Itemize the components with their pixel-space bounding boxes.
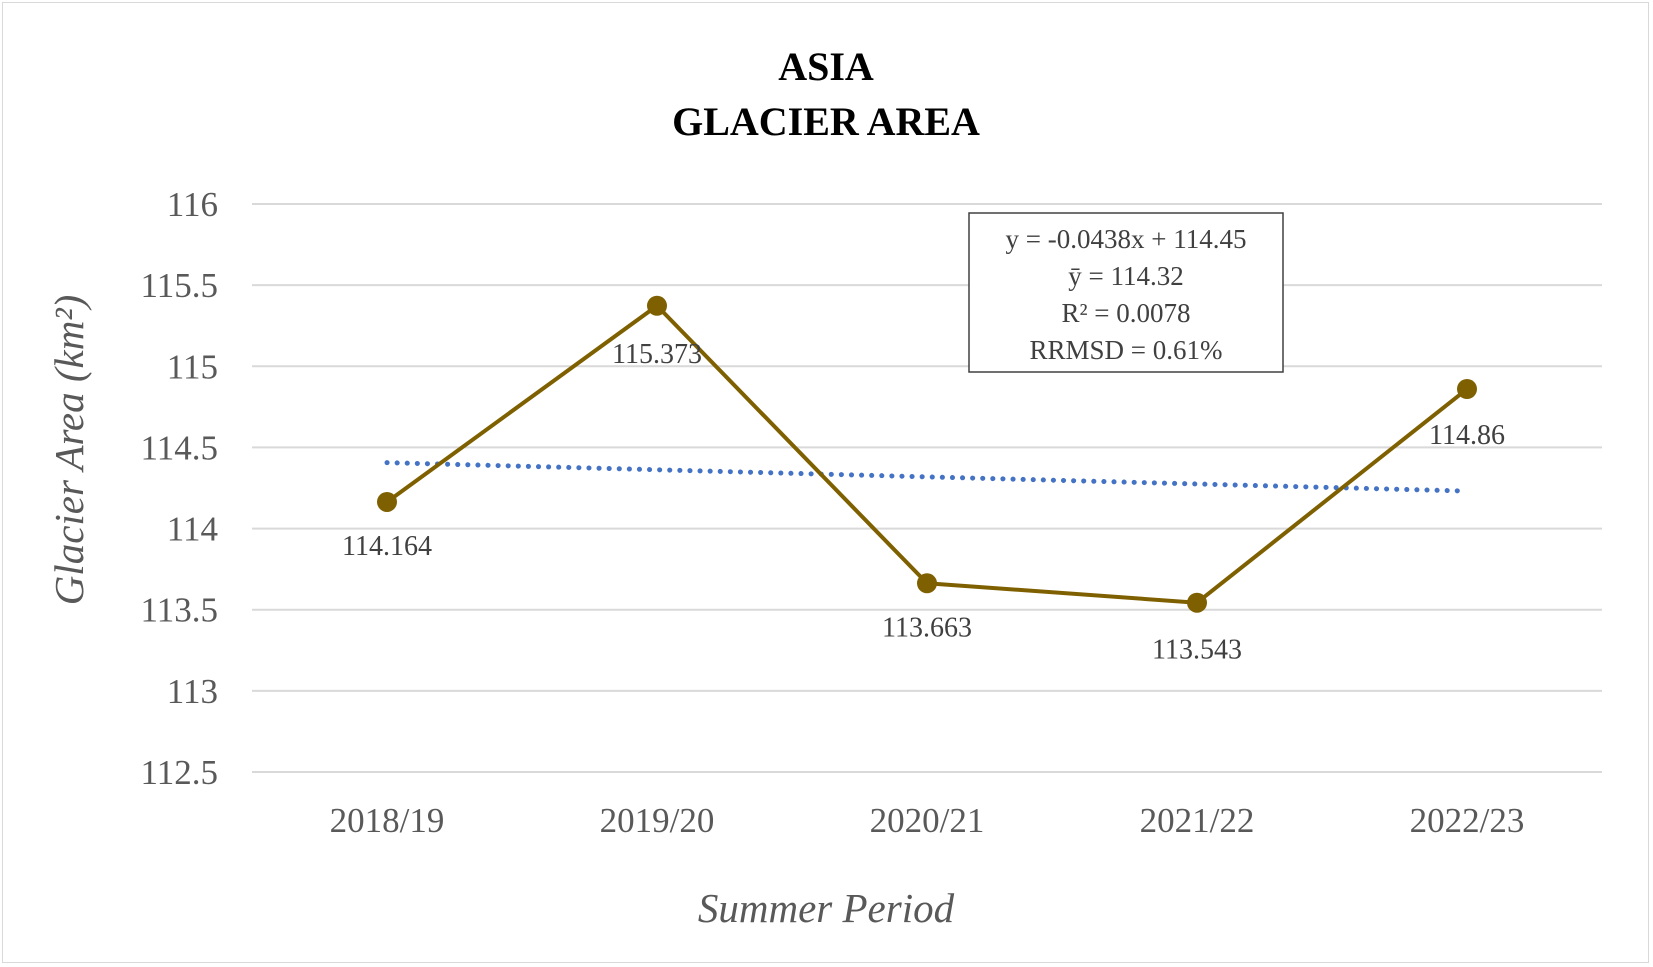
data-label-3: 113.543 bbox=[1152, 635, 1242, 666]
series-group bbox=[377, 295, 1477, 613]
data-point-4 bbox=[1457, 379, 1477, 400]
y-tick-label-1: 113 bbox=[167, 672, 218, 711]
x-tick-label-4: 2022/23 bbox=[1410, 801, 1525, 840]
data-point-1 bbox=[647, 295, 667, 316]
stats-box: y = -0.0438x + 114.45 ȳ = 114.32 R² = 0.… bbox=[968, 212, 1284, 373]
data-label-2: 113.663 bbox=[882, 612, 972, 643]
stats-equation: y = -0.0438x + 114.45 bbox=[1006, 224, 1247, 254]
x-tick-label-0: 2018/19 bbox=[330, 801, 445, 840]
x-tick-label-1: 2019/20 bbox=[600, 801, 715, 840]
x-axis-title: Summer Period bbox=[698, 885, 955, 931]
chart-title: ASIA GLACIER AREA bbox=[672, 44, 980, 144]
trendline-group bbox=[384, 460, 1470, 494]
stats-r-squared: R² = 0.0078 bbox=[1061, 298, 1190, 328]
data-point-2 bbox=[917, 573, 937, 594]
stats-mean: ȳ = 114.32 bbox=[1068, 261, 1183, 291]
y-tick-label-7: 116 bbox=[167, 185, 218, 224]
series-line-0 bbox=[385, 303, 1469, 605]
x-axis-ticks: 2018/19 2019/20 2020/21 2021/22 2022/23 bbox=[330, 801, 1525, 840]
data-label-1: 115.373 bbox=[612, 339, 702, 370]
stats-box-border bbox=[968, 212, 1284, 373]
y-tick-label-2: 113.5 bbox=[141, 591, 218, 630]
y-tick-label-0: 112.5 bbox=[141, 753, 218, 792]
y-axis-ticks: 112.5 113 113.5 114 114.5 115 115.5 116 bbox=[141, 185, 218, 792]
trendline bbox=[384, 460, 1470, 494]
data-point-3 bbox=[1187, 592, 1207, 613]
data-point-0 bbox=[377, 491, 397, 512]
stats-rrmsd: RRMSD = 0.61% bbox=[1029, 335, 1222, 365]
chart-title-line-1: ASIA bbox=[778, 44, 874, 89]
gridlines bbox=[252, 203, 1602, 773]
x-tick-label-3: 2021/22 bbox=[1140, 801, 1255, 840]
y-tick-label-3: 114 bbox=[167, 510, 218, 549]
data-label-0: 114.164 bbox=[342, 531, 432, 562]
y-tick-label-4: 114.5 bbox=[141, 428, 218, 467]
y-tick-label-5: 115 bbox=[167, 347, 218, 386]
data-labels: 114.164 115.373 113.663 113.543 114.86 bbox=[342, 339, 1505, 666]
data-label-4: 114.86 bbox=[1429, 420, 1505, 451]
x-tick-label-2: 2020/21 bbox=[870, 801, 985, 840]
chart-title-line-2: GLACIER AREA bbox=[672, 99, 980, 144]
y-axis-title: Glacier Area (km²) bbox=[46, 295, 92, 606]
y-tick-label-6: 115.5 bbox=[141, 266, 218, 305]
